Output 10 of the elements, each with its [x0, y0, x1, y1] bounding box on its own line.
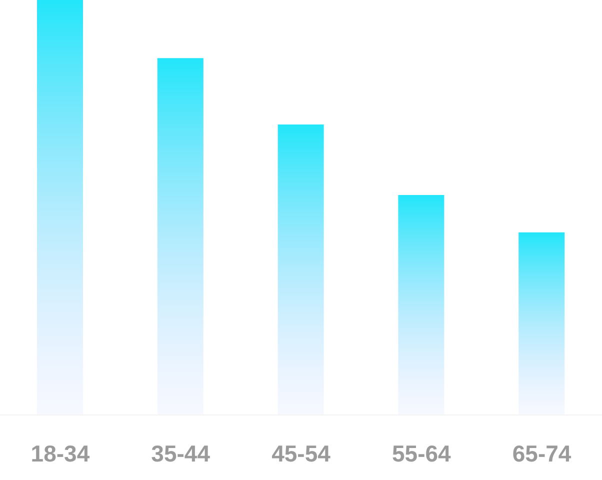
x-tick-label: 35-44: [151, 440, 210, 466]
x-tick-label: 65-74: [512, 440, 572, 466]
x-tick-label: 45-54: [272, 440, 331, 466]
bar: [157, 58, 204, 415]
bar: [278, 124, 324, 415]
bar: [398, 195, 444, 415]
x-tick-label: 18-34: [30, 440, 90, 466]
bar: [37, 0, 83, 415]
bar: [518, 232, 565, 415]
x-tick-label: 55-64: [392, 440, 452, 466]
